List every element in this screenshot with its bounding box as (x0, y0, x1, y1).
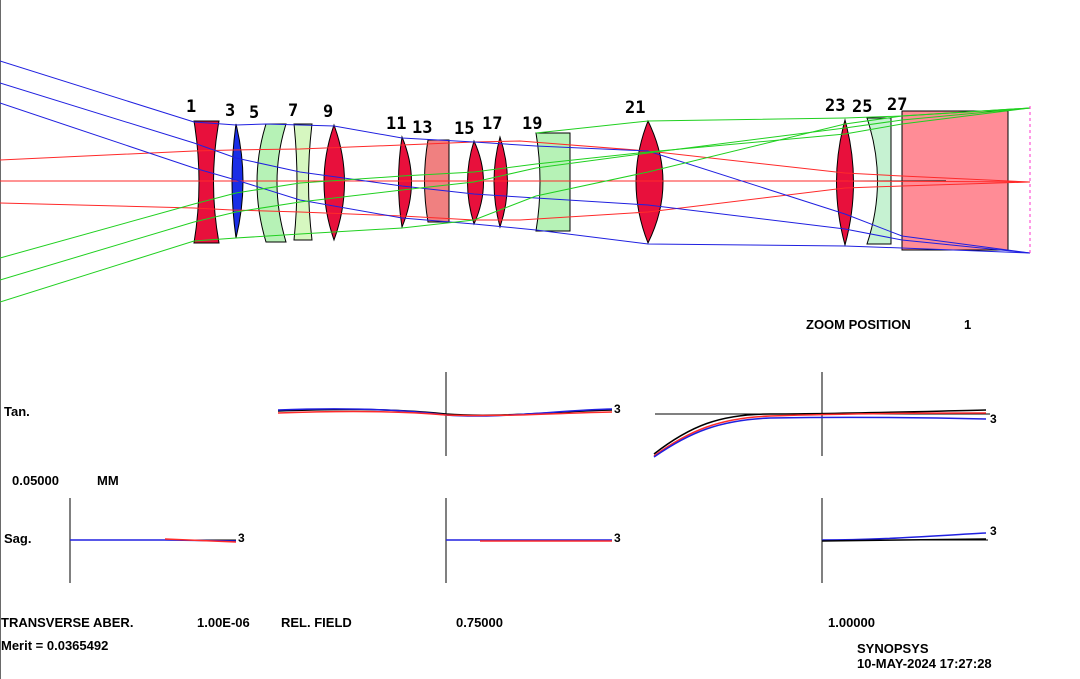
blue-ray (0, 102, 1031, 254)
merit-value: Merit = 0.0365492 (1, 638, 109, 653)
sag-curve-field-1-red (164, 538, 237, 543)
green-ray-bundle (0, 107, 1031, 303)
surface-number-9: 9 (323, 102, 334, 122)
zoom-position-label: ZOOM POSITION (806, 317, 911, 332)
rel-field-value-2: 0.75000 (456, 615, 503, 630)
aberration-plot-axes (69, 372, 990, 583)
blue-ray-bundle (0, 60, 1031, 254)
zoom-position-value: 1 (964, 317, 972, 332)
lens-element-5 (256, 123, 287, 243)
sag-curve-label-2: 3 (614, 531, 621, 545)
rel-field-label: REL. FIELD (281, 615, 352, 630)
lens-element-1 (193, 120, 220, 244)
scale-value: 0.05000 (12, 473, 59, 488)
surface-number-25: 25 (852, 97, 873, 117)
sag-curve-label-1: 3 (238, 531, 245, 545)
green-ray (535, 107, 1031, 134)
lens-element-21 (635, 119, 664, 245)
green-ray (0, 107, 1031, 303)
tan-curve-black (653, 409, 987, 455)
surface-number-7: 7 (288, 101, 299, 121)
green-ray (0, 107, 1031, 281)
sag-curve-field-3-black (821, 538, 987, 542)
blue-ray (0, 60, 1031, 254)
tan-curve-red (277, 410, 613, 417)
surface-number-13: 13 (412, 118, 433, 138)
lens-element-11 (398, 135, 412, 229)
tan-curve-label-3: 3 (990, 412, 997, 426)
lens-elements (193, 110, 1009, 251)
lens-element-9 (323, 123, 345, 242)
surface-number-19: 19 (522, 114, 543, 134)
tan-curve-red (653, 412, 987, 457)
lens-element-19 (535, 132, 571, 232)
red-ray (0, 180, 1031, 183)
surface-number-17: 17 (482, 114, 503, 134)
tan-curve-blue (653, 416, 987, 458)
wavelength-value: 1.00E-06 (197, 615, 250, 630)
sagittal-label: Sag. (4, 531, 32, 546)
surface-number-11: 11 (386, 114, 407, 134)
surface-number-27: 27 (887, 95, 908, 115)
program-name: SYNOPSYS (857, 641, 929, 656)
surface-number-15: 15 (454, 119, 475, 139)
scale-unit: MM (97, 473, 119, 488)
lens-element-23 (836, 118, 854, 247)
lens-element-17 (493, 135, 508, 229)
tangential-label: Tan. (4, 404, 30, 419)
sag-curve-field-3-blue (821, 532, 987, 541)
lens-element-7 (293, 123, 313, 241)
green-ray (0, 107, 1031, 259)
sag-curves (70, 532, 987, 543)
rel-field-value-3: 1.00000 (828, 615, 875, 630)
surface-number-3: 3 (225, 101, 236, 121)
surface-number-21: 21 (625, 98, 646, 118)
tan-curve-label-2: 3 (614, 402, 621, 416)
transverse-aberration-title: TRANSVERSE ABER. (1, 615, 134, 630)
timestamp: 10-MAY-2024 17:27:28 (857, 656, 992, 671)
tan-curves-field-3 (653, 409, 987, 458)
surface-number-23: 23 (825, 96, 846, 116)
surface-number-5: 5 (249, 103, 260, 123)
blue-ray (0, 82, 1031, 254)
surface-number-1: 1 (186, 97, 197, 117)
left-border (0, 0, 1, 679)
tan-curves-field-2 (277, 408, 613, 417)
sag-curve-label-3: 3 (990, 524, 997, 538)
